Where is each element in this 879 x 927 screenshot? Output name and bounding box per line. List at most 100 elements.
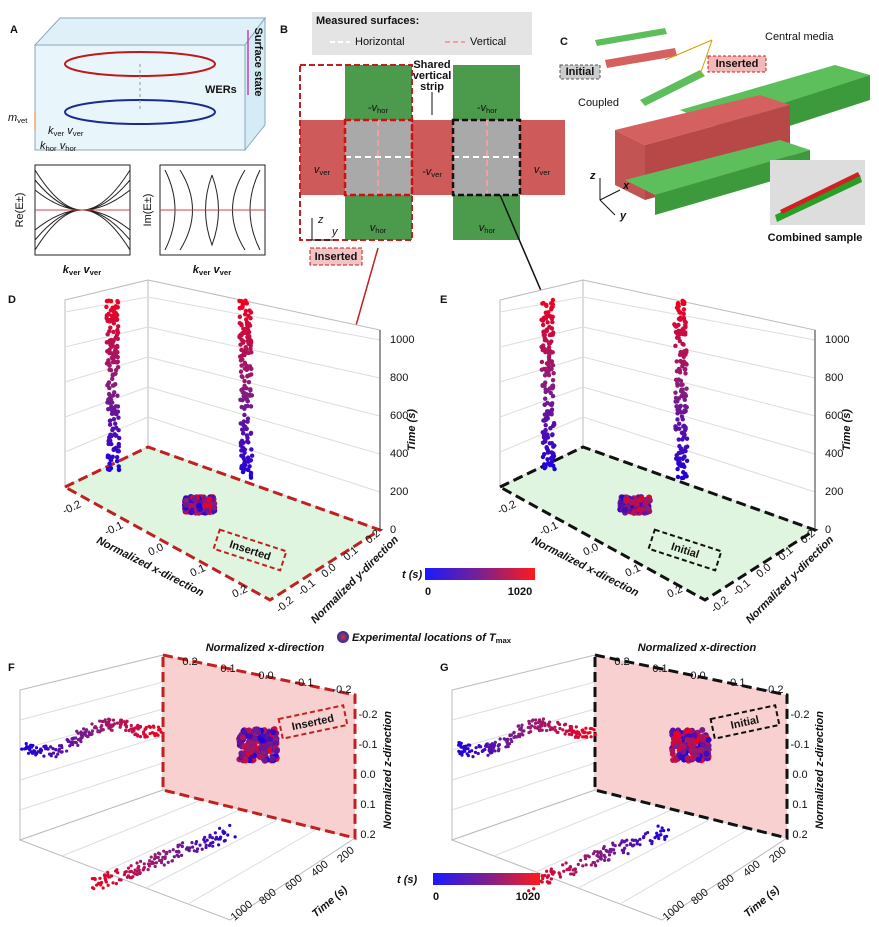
point xyxy=(586,854,590,858)
point xyxy=(131,875,135,879)
label-part: k xyxy=(40,140,46,152)
point xyxy=(135,872,139,877)
point xyxy=(520,723,524,727)
label: 0 xyxy=(433,891,439,903)
grid-line xyxy=(582,326,816,379)
point xyxy=(684,436,690,441)
label-part: k xyxy=(193,264,200,276)
point xyxy=(675,329,680,335)
point xyxy=(105,721,110,726)
point xyxy=(663,835,667,839)
point xyxy=(109,351,115,356)
point xyxy=(245,467,250,472)
legend-dot xyxy=(337,631,349,643)
point xyxy=(108,725,112,729)
point xyxy=(563,722,568,726)
point xyxy=(637,496,644,503)
point xyxy=(116,464,121,469)
point xyxy=(202,838,206,842)
label: mvet xyxy=(8,112,28,125)
point xyxy=(124,869,128,874)
point xyxy=(536,725,540,729)
point xyxy=(526,725,530,730)
point xyxy=(245,455,251,460)
point xyxy=(157,728,161,732)
label: 0.2 xyxy=(614,656,629,668)
point xyxy=(548,332,553,337)
point xyxy=(42,745,46,749)
label: Time (s) xyxy=(841,409,853,451)
point xyxy=(49,752,53,756)
point xyxy=(557,871,561,875)
point xyxy=(45,746,49,751)
point xyxy=(677,426,682,431)
point xyxy=(138,724,143,729)
point xyxy=(241,440,246,445)
label-part: m xyxy=(8,112,17,124)
point xyxy=(32,750,37,754)
point xyxy=(623,839,627,843)
point xyxy=(607,853,612,857)
label: 1020 xyxy=(516,891,540,903)
point xyxy=(549,440,555,446)
point xyxy=(540,720,545,724)
point xyxy=(115,404,121,409)
point xyxy=(683,332,688,337)
point xyxy=(574,725,578,729)
point xyxy=(190,841,194,845)
point xyxy=(690,747,697,754)
label: -0.1 xyxy=(359,739,378,751)
point xyxy=(110,383,116,388)
point xyxy=(90,722,94,726)
point xyxy=(691,732,698,739)
label-sub: ver xyxy=(90,268,102,277)
grid-line xyxy=(19,735,164,781)
label-sub: ver xyxy=(431,170,442,179)
point xyxy=(673,343,678,349)
point xyxy=(115,350,120,355)
point xyxy=(106,381,111,386)
point xyxy=(682,432,687,438)
point xyxy=(162,863,166,867)
label: 0.1 xyxy=(360,799,375,811)
point xyxy=(545,880,549,884)
label-sub: ver xyxy=(199,268,211,277)
point xyxy=(98,876,102,880)
point xyxy=(683,361,689,366)
point xyxy=(540,322,546,328)
point xyxy=(545,875,549,880)
point xyxy=(607,858,611,862)
point xyxy=(239,404,244,410)
point xyxy=(466,743,471,747)
point xyxy=(558,726,562,731)
point xyxy=(244,386,249,391)
point xyxy=(105,400,110,405)
point xyxy=(568,727,572,732)
point xyxy=(673,395,679,401)
point xyxy=(153,864,157,869)
point xyxy=(670,757,677,764)
point xyxy=(547,340,553,346)
label-sub: hor xyxy=(375,226,387,235)
point xyxy=(603,858,607,862)
point xyxy=(108,432,113,437)
point xyxy=(242,466,247,471)
label: -0.2 xyxy=(709,594,731,615)
point xyxy=(684,386,689,391)
point xyxy=(180,841,185,845)
label: -0.1 xyxy=(727,677,746,689)
point xyxy=(237,306,243,311)
point xyxy=(100,880,104,885)
point xyxy=(493,740,497,744)
point xyxy=(539,359,545,365)
point xyxy=(104,298,110,304)
label-part: k xyxy=(48,125,54,137)
point xyxy=(663,837,667,841)
point xyxy=(168,849,172,853)
point xyxy=(681,475,686,481)
point xyxy=(509,733,513,737)
point xyxy=(84,728,89,732)
point xyxy=(217,843,221,847)
grid-line xyxy=(577,819,710,889)
